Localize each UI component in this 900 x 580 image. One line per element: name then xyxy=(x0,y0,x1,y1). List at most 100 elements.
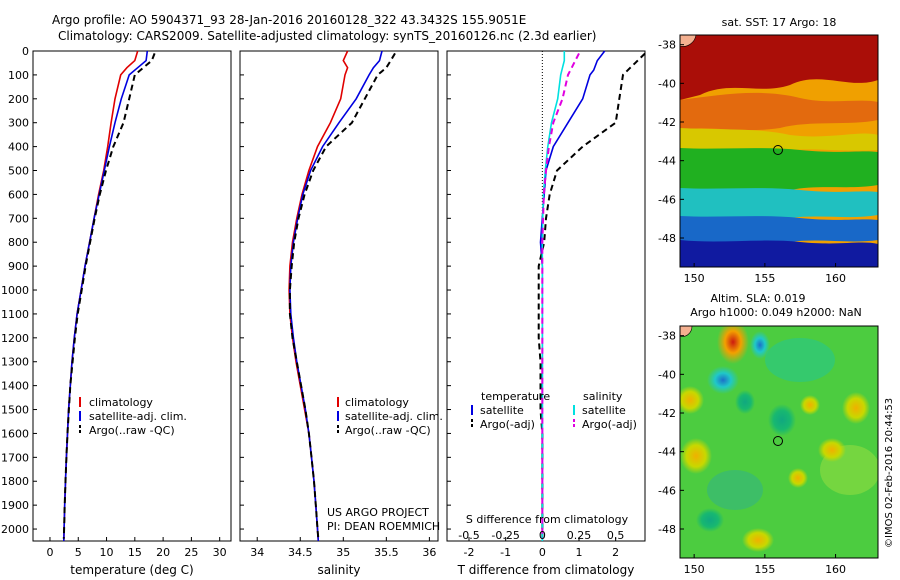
xtick-label: 34.5 xyxy=(288,546,313,559)
ytick-label: 200 xyxy=(8,93,29,106)
map-ytick-label: -42 xyxy=(658,116,676,129)
series-line-3 xyxy=(541,52,580,539)
ytick-label: 800 xyxy=(8,236,29,249)
xtick-label: 36 xyxy=(422,546,436,559)
legend-entry: Argo(..raw -QC) xyxy=(89,424,175,437)
xtick-label: 5 xyxy=(75,546,82,559)
ytick-label: 1800 xyxy=(1,475,29,488)
xtick-label: 15 xyxy=(128,546,142,559)
map-ytick-label: -38 xyxy=(658,330,676,343)
legend-entry: climatology xyxy=(89,396,153,409)
map-ytick-label: -40 xyxy=(658,77,676,90)
header-line1: Argo profile: AO 5904371_93 28-Jan-2016 … xyxy=(52,13,526,27)
series-line-0 xyxy=(288,50,349,542)
x-axis-label: salinity xyxy=(317,563,360,577)
xtick-label: 20 xyxy=(156,546,170,559)
salinity-chart: 34 34.5 35 35.5 36 salinity climatologysatelli… xyxy=(240,50,443,577)
s-xtick-label: 0.25 xyxy=(567,529,592,542)
ytick-label: 0 xyxy=(22,45,29,58)
sla-map-title: Altim. SLA: 0.019 xyxy=(710,292,805,305)
salinity-panel-frame xyxy=(239,50,439,542)
xtick-label: 2 xyxy=(612,546,619,559)
xtick-label: 10 xyxy=(100,546,114,559)
imos-stamp: ©IMOS 02-Feb-2016 20:44:53 xyxy=(884,398,895,548)
difference-panel-frame xyxy=(446,50,646,542)
map-xtick-label: 150 xyxy=(684,272,705,285)
ytick-label: 1700 xyxy=(1,451,29,464)
series-line-1 xyxy=(537,52,646,539)
series-line-0 xyxy=(63,50,139,542)
legend-entry: satellite xyxy=(582,404,626,417)
s-xtick-label: 0.5 xyxy=(607,529,625,542)
map-ytick-label: -42 xyxy=(658,407,676,420)
ytick-label: 700 xyxy=(8,212,29,225)
sla-map xyxy=(680,326,878,558)
header-line2: Climatology: CARS2009. Satellite-adjuste… xyxy=(58,29,596,43)
argo-float-marker-sst xyxy=(773,145,783,155)
series-line-0 xyxy=(539,50,606,541)
ytick-label: 1900 xyxy=(1,499,29,512)
ytick-label: 1600 xyxy=(1,427,29,440)
map-ytick-label: -44 xyxy=(658,155,676,168)
ytick-label: 1300 xyxy=(1,356,29,369)
map-ytick-label: -48 xyxy=(658,523,676,536)
sst-map-title: sat. SST: 17 Argo: 18 xyxy=(722,16,837,29)
legend-entry: Argo(..raw -QC) xyxy=(345,424,431,437)
series-line-2 xyxy=(288,52,396,539)
series-line-2 xyxy=(62,53,156,539)
project-line2: PI: DEAN ROEMMICH xyxy=(327,520,440,533)
argo-float-marker-sla xyxy=(773,436,783,446)
legend-entry: Argo(-adj) xyxy=(582,418,637,431)
map-xtick-label: 155 xyxy=(754,272,775,285)
sla-map-subtitle: Argo h1000: 0.049 h2000: NaN xyxy=(690,306,862,319)
map-ytick-label: -46 xyxy=(658,193,676,206)
xtick-label: -1 xyxy=(500,546,511,559)
series-line-1 xyxy=(63,50,149,542)
ytick-label: 100 xyxy=(8,69,29,82)
legend-title-temperature: temperature xyxy=(481,390,550,403)
ytick-label: 900 xyxy=(8,260,29,273)
s-xtick-label: -0.5 xyxy=(458,529,479,542)
map-ytick-label: -48 xyxy=(658,232,676,245)
map-ytick-label: -46 xyxy=(658,484,676,497)
s-xtick-label: -0.25 xyxy=(491,529,519,542)
s-axis-label: S difference from climatology xyxy=(466,513,629,526)
temperature-panel-frame xyxy=(32,50,232,542)
series-line-2 xyxy=(541,51,566,541)
s-xtick-label: 0 xyxy=(539,529,546,542)
legend-entry: Argo(-adj) xyxy=(480,418,535,431)
map-ytick-label: -40 xyxy=(658,368,676,381)
ytick-label: 600 xyxy=(8,188,29,201)
xtick-label: 35.5 xyxy=(374,546,399,559)
xtick-label: 1 xyxy=(576,546,583,559)
ytick-label: 1200 xyxy=(1,332,29,345)
difference-chart: -2 -1 0 1 2 T difference from climatology -0.5… xyxy=(447,50,646,577)
project-line1: US ARGO PROJECT xyxy=(327,506,429,519)
legend-entry: satellite-adj. clim. xyxy=(89,410,187,423)
map-xtick-label: 150 xyxy=(684,563,705,576)
ytick-label: 1000 xyxy=(1,284,29,297)
map-xtick-label: 155 xyxy=(754,563,775,576)
legend-title-salinity: salinity xyxy=(583,390,623,403)
map-ytick-label: -38 xyxy=(658,39,676,52)
ytick-label: 1500 xyxy=(1,404,29,417)
xtick-label: 0 xyxy=(539,546,546,559)
series-line-1 xyxy=(289,50,383,542)
map-xtick-label: 160 xyxy=(825,272,846,285)
ytick-label: 300 xyxy=(8,117,29,130)
ytick-label: 1400 xyxy=(1,380,29,393)
x-axis-label: temperature (deg C) xyxy=(70,563,193,577)
legend-entry: satellite xyxy=(480,404,524,417)
sst-map xyxy=(680,35,878,267)
temperature-chart: 0100200300400500600700800900100011001200… xyxy=(1,45,227,577)
xtick-label: 30 xyxy=(213,546,227,559)
ytick-label: 1100 xyxy=(1,308,29,321)
ytick-label: 500 xyxy=(8,165,29,178)
ytick-label: 400 xyxy=(8,141,29,154)
xtick-label: 0 xyxy=(46,546,53,559)
ytick-label: 2000 xyxy=(1,523,29,536)
legend-entry: satellite-adj. clim. xyxy=(345,410,443,423)
legend-entry: climatology xyxy=(345,396,409,409)
xtick-label: 35 xyxy=(336,546,350,559)
